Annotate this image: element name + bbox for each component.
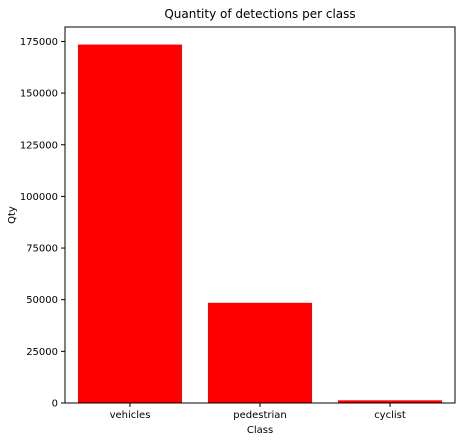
y-tick-label: 125000 bbox=[20, 140, 58, 151]
y-tick-label: 0 bbox=[52, 399, 58, 410]
chart-title: Quantity of detections per class bbox=[164, 7, 355, 21]
x-tick-label-cyclist: cyclist bbox=[374, 410, 406, 421]
x-tick-label-pedestrian: pedestrian bbox=[233, 410, 287, 421]
y-tick-label: 25000 bbox=[26, 347, 58, 358]
x-tick-label-vehicles: vehicles bbox=[110, 410, 151, 421]
y-tick-label: 75000 bbox=[26, 244, 58, 255]
y-axis-title: Qty bbox=[7, 206, 18, 224]
bar-pedestrian bbox=[208, 303, 312, 403]
y-tick-label: 150000 bbox=[20, 89, 58, 100]
x-axis: vehicles pedestrian cyclist bbox=[110, 403, 406, 421]
y-axis: 0 25000 50000 75000 100000 125000 150000 175000 bbox=[20, 37, 65, 410]
x-axis-title: Class bbox=[247, 425, 273, 436]
y-tick-label: 175000 bbox=[20, 37, 58, 48]
y-tick-label: 50000 bbox=[26, 295, 58, 306]
y-tick-label: 100000 bbox=[20, 192, 58, 203]
bar-vehicles bbox=[78, 45, 182, 403]
bars-group bbox=[78, 45, 442, 403]
